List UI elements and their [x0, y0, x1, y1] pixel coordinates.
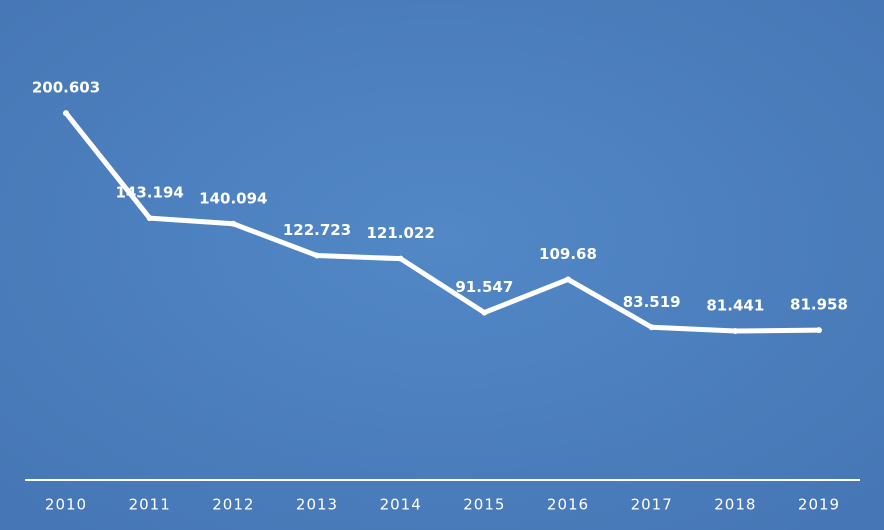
x-tick-label: 2018 — [714, 496, 756, 514]
value-label: 122.723 — [283, 221, 351, 239]
value-label: 143.194 — [116, 184, 184, 202]
point — [565, 276, 571, 283]
x-tick-label: 2011 — [129, 496, 171, 514]
point — [481, 309, 488, 316]
value-label: 83.519 — [623, 293, 681, 311]
value-label: 109.68 — [539, 245, 597, 263]
x-tick-label: 2010 — [45, 496, 87, 514]
point — [63, 110, 69, 117]
x-tick-label: 2014 — [380, 496, 422, 514]
x-tick-label: 2015 — [463, 496, 505, 514]
x-tick-label: 2013 — [296, 496, 338, 514]
value-label: 81.441 — [706, 297, 764, 315]
value-label: 121.022 — [367, 224, 435, 242]
value-label: 91.547 — [455, 278, 513, 296]
value-label: 200.603 — [32, 79, 100, 97]
point — [816, 327, 822, 334]
value-label: 81.958 — [790, 296, 848, 314]
point — [230, 220, 237, 227]
x-tick-label: 2017 — [631, 496, 673, 514]
x-tick-label: 2016 — [547, 496, 589, 514]
x-tick-label: 2012 — [212, 496, 254, 514]
point — [732, 328, 739, 335]
point — [146, 215, 153, 222]
line — [63, 110, 822, 334]
x-tick-label: 2019 — [798, 496, 840, 514]
point — [397, 255, 404, 262]
value-label: 140.094 — [199, 189, 267, 207]
point — [314, 252, 320, 259]
point — [648, 324, 655, 331]
